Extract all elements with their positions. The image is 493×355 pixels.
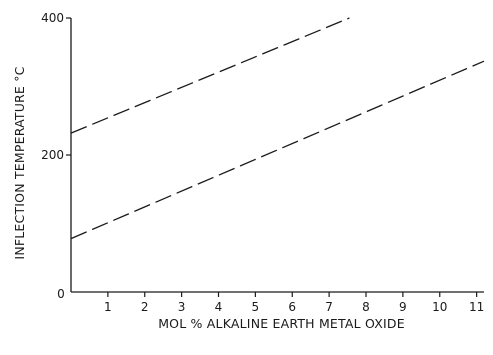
y-tick-label-200: 200 [41, 148, 64, 162]
x-tick-label-6: 6 [288, 300, 296, 314]
series-group [71, 18, 484, 239]
x-tick-label-2: 2 [141, 300, 149, 314]
x-tick-label-10: 10 [432, 300, 447, 314]
x-tick-label-4: 4 [215, 300, 223, 314]
x-tick-label-9: 9 [399, 300, 407, 314]
x-tick-label-5: 5 [252, 300, 260, 314]
x-axis-title: MOL % ALKALINE EARTH METAL OXIDE [158, 316, 405, 331]
origin-tick-label: 0 [57, 287, 65, 301]
series-line-1 [71, 18, 349, 133]
plot-area: 200 400 1 2 3 4 5 6 7 8 9 10 11 [41, 11, 484, 314]
y-tick-label-400: 400 [41, 11, 64, 25]
x-ticks: 1 2 3 4 5 6 7 8 9 10 11 [104, 292, 484, 314]
y-ticks: 200 400 [41, 11, 71, 162]
x-tick-label-11: 11 [469, 300, 484, 314]
series-line-2 [71, 61, 484, 238]
x-tick-label-7: 7 [325, 300, 333, 314]
x-tick-label-3: 3 [178, 300, 186, 314]
x-tick-label-8: 8 [362, 300, 370, 314]
x-tick-label-1: 1 [104, 300, 112, 314]
y-axis-title: INFLECTION TEMPERATURE °C [12, 66, 27, 259]
